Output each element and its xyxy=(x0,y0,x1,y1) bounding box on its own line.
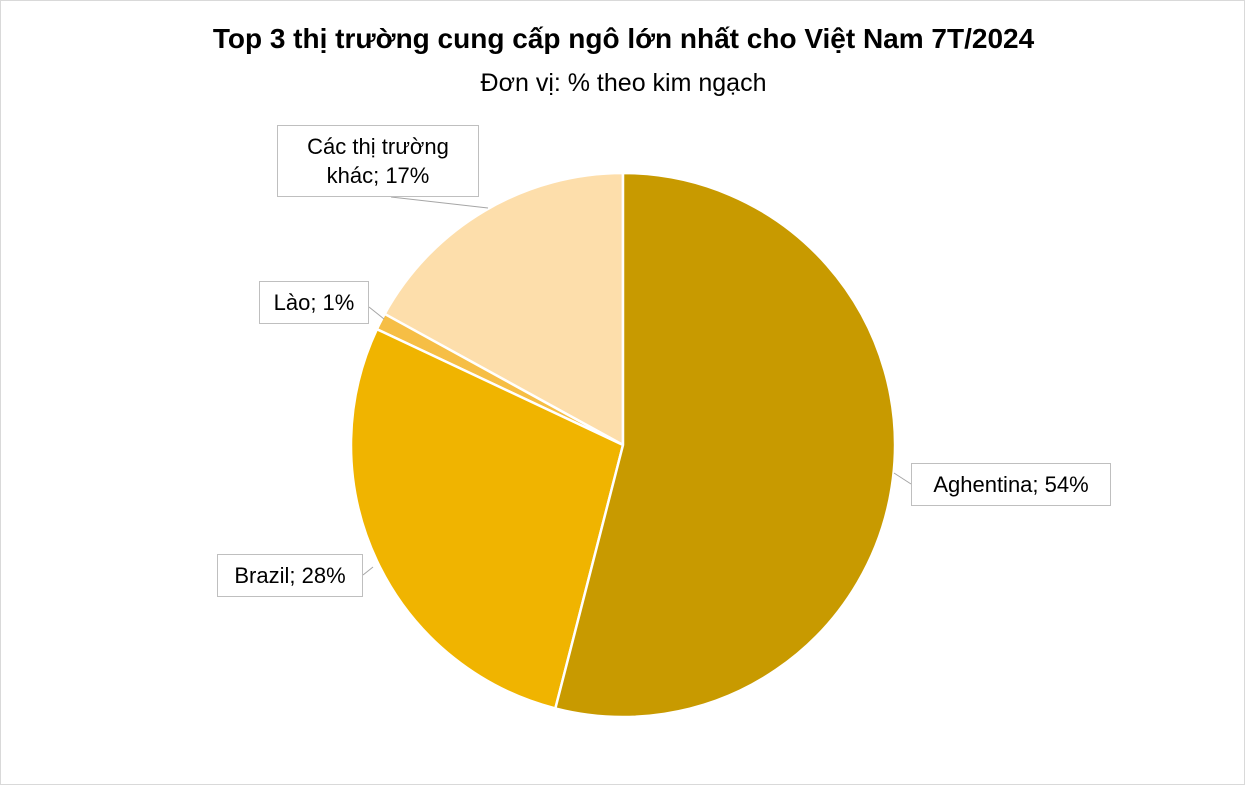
pie-slice xyxy=(349,327,625,710)
leader-line xyxy=(362,566,374,576)
leader-line xyxy=(368,306,385,320)
leader-line xyxy=(390,196,489,209)
pie-slice xyxy=(382,171,625,448)
data-label: Aghentina; 54% xyxy=(911,463,1111,506)
data-label: Brazil; 28% xyxy=(217,554,363,597)
chart-subtitle: Đơn vị: % theo kim ngạch xyxy=(480,69,767,97)
pie-slice xyxy=(553,171,897,719)
data-label: Các thị trường khác; 17% xyxy=(277,125,479,197)
data-label: Lào; 1% xyxy=(259,281,369,324)
chart-title: Top 3 thị trường cung cấp ngô lớn nhất c… xyxy=(212,23,1035,54)
leader-line xyxy=(893,472,912,485)
